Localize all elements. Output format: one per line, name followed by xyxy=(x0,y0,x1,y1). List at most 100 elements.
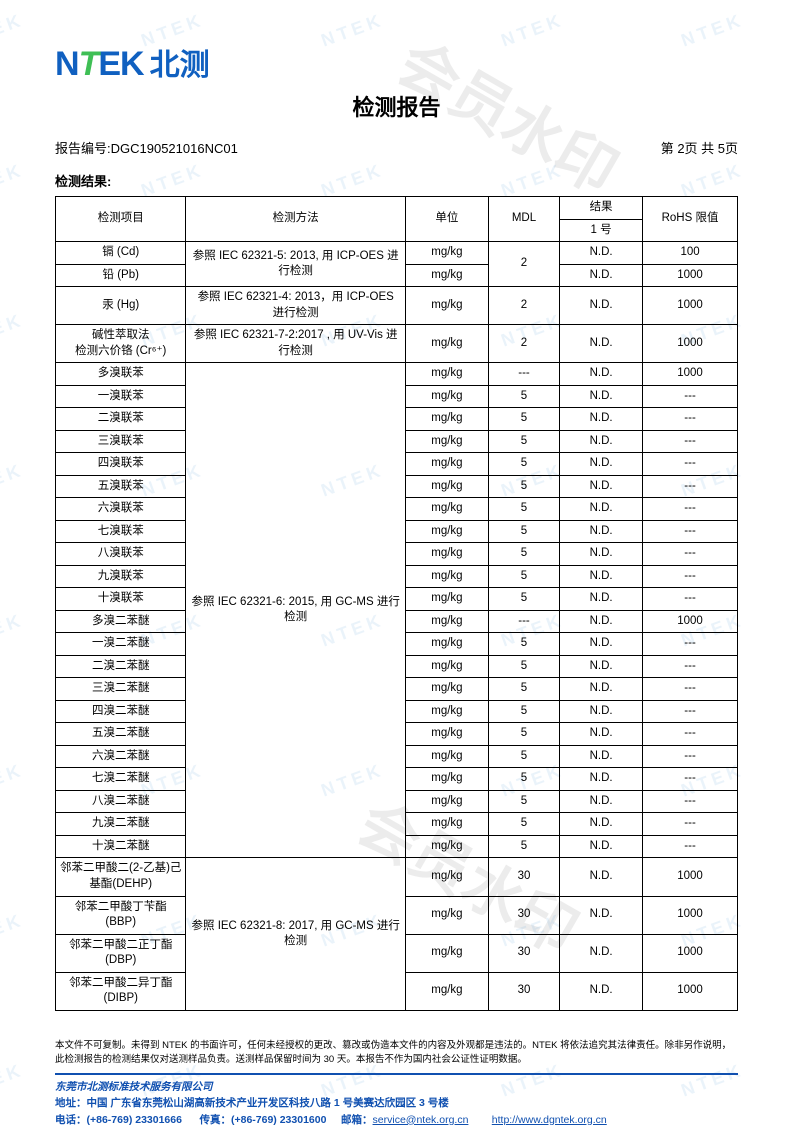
page-title: 检测报告 xyxy=(55,90,738,122)
cell-item: 汞 (Hg) xyxy=(56,287,186,325)
cell-item: 三溴二苯醚 xyxy=(56,678,186,701)
cell-result: N.D. xyxy=(560,242,643,265)
cell-limit: 1000 xyxy=(643,972,738,1010)
cell-result: N.D. xyxy=(560,700,643,723)
cell-unit: mg/kg xyxy=(405,835,488,858)
col-limit: RoHS 限值 xyxy=(643,197,738,242)
cell-mdl: 5 xyxy=(488,565,559,588)
footer-mail-link[interactable]: service@ntek.org.cn xyxy=(373,1114,469,1126)
cell-result: N.D. xyxy=(560,655,643,678)
cell-mdl: 5 xyxy=(488,453,559,476)
results-table: 检测项目 检测方法 单位 MDL 结果 RoHS 限值 1 号 镉 (Cd)参照… xyxy=(55,196,738,1011)
cell-item: 五溴二苯醚 xyxy=(56,723,186,746)
cell-result: N.D. xyxy=(560,543,643,566)
cell-mdl: 5 xyxy=(488,475,559,498)
cell-mdl: 5 xyxy=(488,745,559,768)
cell-mdl: 5 xyxy=(488,408,559,431)
cell-result: N.D. xyxy=(560,385,643,408)
cell-limit: --- xyxy=(643,790,738,813)
cell-item: 邻苯二甲酸二(2-乙基)己基酯(DEHP) xyxy=(56,858,186,896)
cell-method: 参照 IEC 62321-4: 2013，用 ICP-OES 进行检测 xyxy=(186,287,405,325)
watermark-text: NTEK xyxy=(0,610,27,652)
cell-mdl: 5 xyxy=(488,723,559,746)
cell-result: N.D. xyxy=(560,858,643,896)
cell-result: N.D. xyxy=(560,835,643,858)
cell-limit: --- xyxy=(643,475,738,498)
cell-result: N.D. xyxy=(560,588,643,611)
logo-suffix: EK xyxy=(98,45,143,83)
logo-cn: 北测 xyxy=(150,40,210,84)
cell-limit: --- xyxy=(643,768,738,791)
cell-item: 七溴联苯 xyxy=(56,520,186,543)
cell-result: N.D. xyxy=(560,678,643,701)
meta-row: 报告编号:DGC190521016NC01 第 2页 共 5页 xyxy=(55,138,738,157)
cell-result: N.D. xyxy=(560,325,643,363)
table-row: 汞 (Hg)参照 IEC 62321-4: 2013，用 ICP-OES 进行检… xyxy=(56,287,738,325)
cell-unit: mg/kg xyxy=(405,813,488,836)
cell-mdl: 5 xyxy=(488,430,559,453)
cell-result: N.D. xyxy=(560,520,643,543)
footer-contacts: 电话：(+86-769) 23301666 传真：(+86-769) 23301… xyxy=(55,1112,738,1128)
cell-unit: mg/kg xyxy=(405,498,488,521)
cell-unit: mg/kg xyxy=(405,287,488,325)
cell-item: 碱性萃取法检测六价铬 (Cr⁶⁺) xyxy=(56,325,186,363)
cell-result: N.D. xyxy=(560,408,643,431)
cell-unit: mg/kg xyxy=(405,700,488,723)
footer-web-link[interactable]: http://www.dgntek.org.cn xyxy=(492,1114,607,1126)
col-mdl: MDL xyxy=(488,197,559,242)
cell-mdl: 5 xyxy=(488,655,559,678)
cell-mdl: 5 xyxy=(488,588,559,611)
cell-result: N.D. xyxy=(560,745,643,768)
cell-limit: --- xyxy=(643,453,738,476)
footer-addr-value: 中国 广东省东莞松山湖高新技术产业开发区科技八路 1 号美赛达欣园区 3 号楼 xyxy=(87,1097,449,1109)
cell-unit: mg/kg xyxy=(405,543,488,566)
cell-unit: mg/kg xyxy=(405,453,488,476)
cell-item: 邻苯二甲酸二正丁酯(DBP) xyxy=(56,934,186,972)
cell-limit: --- xyxy=(643,385,738,408)
cell-unit: mg/kg xyxy=(405,264,488,287)
cell-result: N.D. xyxy=(560,498,643,521)
logo-t: T xyxy=(79,45,99,83)
cell-limit: 1000 xyxy=(643,896,738,934)
cell-unit: mg/kg xyxy=(405,723,488,746)
disclaimer: 本文件不可复制。未得到 NTEK 的书面许可，任何未经授权的更改、篡改或伪造本文… xyxy=(55,1039,738,1068)
cell-result: N.D. xyxy=(560,723,643,746)
cell-result: N.D. xyxy=(560,264,643,287)
cell-unit: mg/kg xyxy=(405,655,488,678)
cell-limit: --- xyxy=(643,633,738,656)
watermark-text: NTEK xyxy=(0,460,27,502)
cell-item: 九溴联苯 xyxy=(56,565,186,588)
watermark-text: NTEK xyxy=(0,760,27,802)
cell-item: 多溴联苯 xyxy=(56,363,186,386)
cell-limit: --- xyxy=(643,588,738,611)
cell-limit: 1000 xyxy=(643,287,738,325)
cell-limit: --- xyxy=(643,543,738,566)
table-row: 碱性萃取法检测六价铬 (Cr⁶⁺)参照 IEC 62321-7-2:2017 ,… xyxy=(56,325,738,363)
watermark-text: NTEK xyxy=(0,310,27,352)
cell-limit: 1000 xyxy=(643,858,738,896)
cell-item: 六溴二苯醚 xyxy=(56,745,186,768)
footer-addr: 地址：中国 广东省东莞松山湖高新技术产业开发区科技八路 1 号美赛达欣园区 3 … xyxy=(55,1095,738,1111)
footer: 东莞市北测标准技术服务有限公司 地址：中国 广东省东莞松山湖高新技术产业开发区科… xyxy=(55,1079,738,1128)
cell-item: 多溴二苯醚 xyxy=(56,610,186,633)
cell-unit: mg/kg xyxy=(405,588,488,611)
col-result-top: 结果 xyxy=(560,197,643,220)
logo-prefix: N xyxy=(55,45,79,83)
cell-mdl: 5 xyxy=(488,835,559,858)
cell-result: N.D. xyxy=(560,972,643,1010)
cell-result: N.D. xyxy=(560,565,643,588)
cell-item: 铅 (Pb) xyxy=(56,264,186,287)
cell-unit: mg/kg xyxy=(405,896,488,934)
cell-limit: --- xyxy=(643,700,738,723)
cell-unit: mg/kg xyxy=(405,565,488,588)
cell-mdl: 5 xyxy=(488,498,559,521)
cell-result: N.D. xyxy=(560,430,643,453)
cell-unit: mg/kg xyxy=(405,385,488,408)
cell-limit: 1000 xyxy=(643,610,738,633)
cell-unit: mg/kg xyxy=(405,408,488,431)
cell-mdl: 5 xyxy=(488,700,559,723)
cell-mdl: 5 xyxy=(488,543,559,566)
cell-item: 邻苯二甲酸二异丁酯(DIBP) xyxy=(56,972,186,1010)
col-unit: 单位 xyxy=(405,197,488,242)
table-row: 多溴联苯参照 IEC 62321-6: 2015, 用 GC-MS 进行检测mg… xyxy=(56,363,738,386)
